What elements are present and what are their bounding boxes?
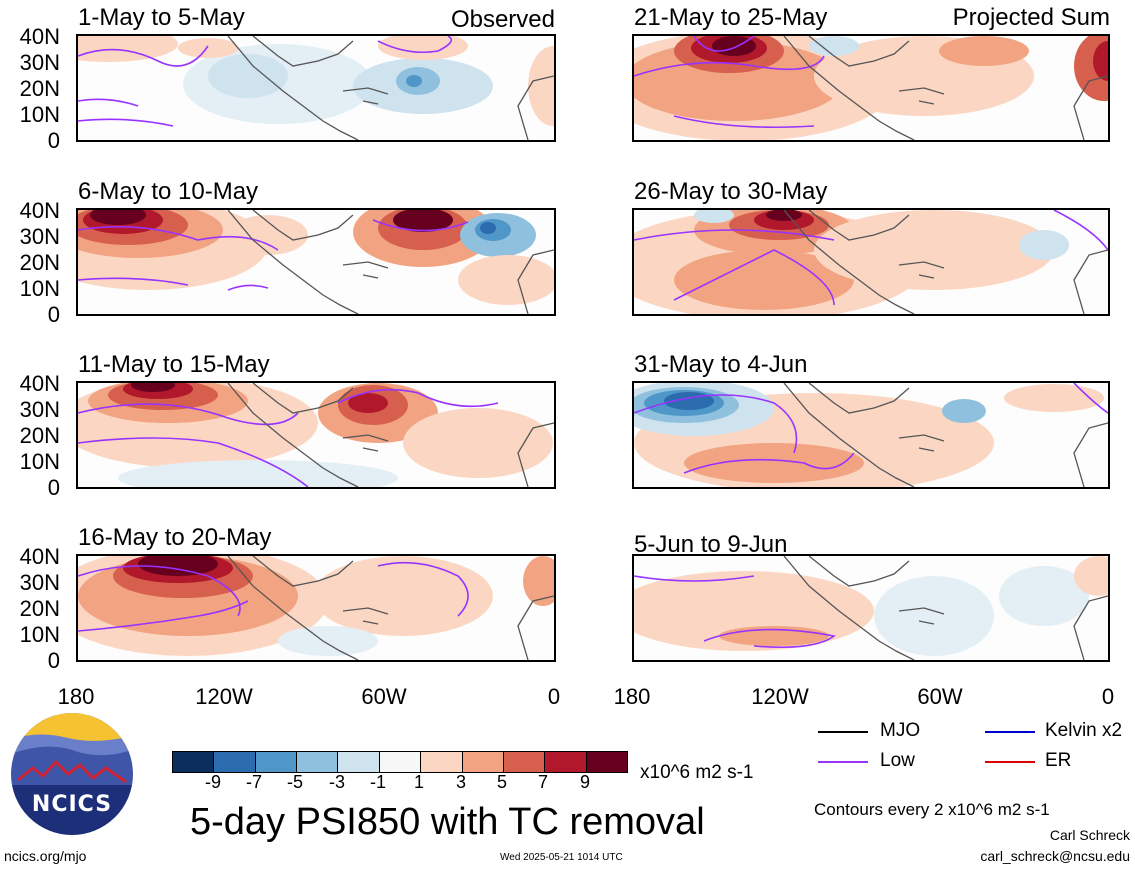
panel-tag: Observed <box>450 6 555 33</box>
colorbar-swatch <box>586 752 627 772</box>
colorbar-swatch <box>379 752 422 772</box>
main-title: 5-day PSI850 with TC removal <box>190 801 705 843</box>
lon-label: 0 <box>1101 684 1115 709</box>
colorbar-label: 9 <box>579 772 590 792</box>
lat-label: 10N <box>19 276 60 301</box>
legend-line-kelvin <box>985 731 1035 733</box>
colorbar-label: 1 <box>413 772 424 792</box>
colorbar <box>172 751 628 773</box>
panel-title: 1-May to 5-May <box>78 4 245 31</box>
panel-title: 21-May to 25-May <box>634 4 828 31</box>
colorbar-label: 7 <box>537 772 548 792</box>
lon-label: 60W <box>361 684 407 709</box>
map-panel-l2 <box>76 208 556 316</box>
ncics-logo: NCICS <box>8 710 136 838</box>
footer-email[interactable]: carl_schreck@ncsu.edu <box>980 848 1130 864</box>
lon-label: 60W <box>917 684 963 709</box>
legend-line-er <box>985 761 1035 763</box>
lat-label: 10N <box>19 622 60 647</box>
map-panel-l1 <box>76 34 556 142</box>
colorbar-swatch <box>462 752 504 772</box>
lat-label: 20N <box>19 596 60 621</box>
panel-title: 11-May to 15-May <box>78 351 270 378</box>
lat-label: 20N <box>19 250 60 275</box>
contour-note: Contours every 2 x10^6 m2 s-1 <box>814 800 1050 819</box>
lat-label: 40N <box>19 24 60 49</box>
legend-line-low <box>818 761 868 763</box>
map-panel-r3 <box>632 381 1110 489</box>
lat-label: 40N <box>19 198 60 223</box>
colorbar-label: 3 <box>455 772 466 792</box>
lon-label: 120W <box>195 684 253 709</box>
colorbar-label: -3 <box>328 772 345 792</box>
legend-line-mjo <box>818 731 868 733</box>
colorbar-swatch <box>297 752 339 772</box>
map-panel-l3 <box>76 381 556 489</box>
colorbar-label: -7 <box>245 772 262 792</box>
map-panel-r2 <box>632 208 1110 316</box>
panel-tag: Projected Sum <box>952 4 1110 31</box>
colorbar-swatch <box>214 752 256 772</box>
colorbar-label: -5 <box>286 772 303 792</box>
lat-label: 0 <box>47 475 60 500</box>
lat-label: 40N <box>19 544 60 569</box>
legend-label-low: Low <box>880 750 915 771</box>
footer-timestamp: Wed 2025-05-21 1014 UTC <box>500 852 623 863</box>
panel-title: 26-May to 30-May <box>634 178 828 205</box>
lat-label: 30N <box>19 224 60 249</box>
lon-label: 120W <box>751 684 809 709</box>
lat-label: 20N <box>19 76 60 101</box>
colorbar-units: x10^6 m2 s-1 <box>640 762 754 783</box>
colorbar-label: 5 <box>496 772 507 792</box>
lat-label: 30N <box>19 397 60 422</box>
lon-label: 0 <box>547 684 561 709</box>
lat-label: 0 <box>47 128 60 153</box>
panel-title: 6-May to 10-May <box>78 178 259 205</box>
colorbar-swatch <box>545 752 587 772</box>
lat-label: 40N <box>19 371 60 396</box>
map-panel-r1 <box>632 34 1110 142</box>
lat-label: 0 <box>47 648 60 673</box>
colorbar-label: -1 <box>369 772 386 792</box>
map-panel-l4 <box>76 554 556 662</box>
logo-text: NCICS <box>31 792 113 817</box>
panel-title: 31-May to 4-Jun <box>634 351 808 378</box>
legend-label-er: ER <box>1045 750 1072 771</box>
lat-label: 0 <box>47 302 60 327</box>
lon-label: 180 <box>613 684 651 709</box>
footer-url[interactable]: ncics.org/mjo <box>4 848 87 864</box>
panel-title: 16-May to 20-May <box>78 524 272 551</box>
lat-label: 30N <box>19 50 60 75</box>
lat-label: 10N <box>19 449 60 474</box>
colorbar-swatch <box>173 752 215 772</box>
lat-label: 10N <box>19 102 60 127</box>
legend-label-mjo: MJO <box>880 720 921 741</box>
colorbar-swatch <box>421 752 463 772</box>
colorbar-swatch <box>338 752 380 772</box>
colorbar-label: -9 <box>204 772 221 792</box>
colorbar-swatch <box>255 752 298 772</box>
footer-author: Carl Schreck <box>1049 827 1130 843</box>
map-panel-r4 <box>632 554 1110 662</box>
legend-label-kelvin: Kelvin x2 <box>1045 720 1123 741</box>
panel-title: 5-Jun to 9-Jun <box>634 531 788 558</box>
colorbar-swatch <box>503 752 546 772</box>
lat-label: 20N <box>19 423 60 448</box>
lat-label: 30N <box>19 570 60 595</box>
lon-label: 180 <box>57 684 95 709</box>
